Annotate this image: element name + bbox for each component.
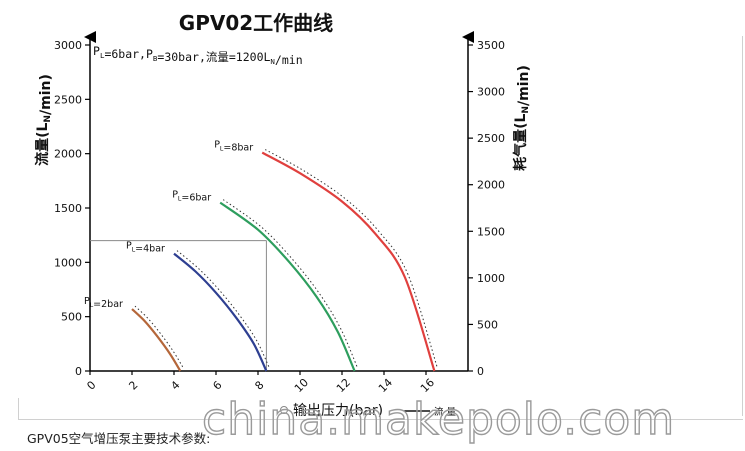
series-line <box>131 308 182 372</box>
x-tick-label: 16 <box>418 376 437 395</box>
y-tick-label-left: 1500 <box>54 202 82 215</box>
series-label: PL=6bar <box>172 190 211 204</box>
x-axis-label: 输出压力(bar) <box>293 403 383 419</box>
y-tick-label-right: 1000 <box>477 272 505 285</box>
x-tick-label: 12 <box>334 376 353 395</box>
y-tick-label-right: 1500 <box>477 225 505 238</box>
series-dotted-line <box>134 305 184 369</box>
y-axis-label-right: 耗气量(LN/min) <box>512 65 532 171</box>
series-line <box>173 252 268 372</box>
y-tick-label-right: 0 <box>477 365 484 378</box>
x-tick-label: 14 <box>376 376 395 395</box>
legend-solid-label: 流 量 <box>434 406 457 418</box>
y-tick-label-right: 2000 <box>477 179 505 192</box>
axes: 0 500 1000 1500 2000 2500 3000 0 500 1000 1500 2000… <box>54 31 505 395</box>
x-tick-label: 2 <box>126 378 140 392</box>
series-dotted-line <box>176 250 270 369</box>
y-tick-label-left: 1000 <box>54 256 82 269</box>
x-tick-label: 8 <box>252 378 266 392</box>
series-label: PL=2bar <box>84 296 123 310</box>
caption: GPV05空气增压泵主要技术参数: <box>27 431 211 446</box>
frame-bottom <box>18 419 743 420</box>
series-label: PL=4bar <box>126 241 165 255</box>
y-tick-label-left: 0 <box>75 365 82 378</box>
series-dotted-line <box>222 199 359 369</box>
series-group: PL=2bar PL=4bar PL=6bar PL=8bar <box>84 140 438 372</box>
y-tick-label-left: 2500 <box>54 93 82 106</box>
y-tick-label-right: 3000 <box>477 86 505 99</box>
x-tick-label: 10 <box>292 376 311 395</box>
frame-top-right <box>742 36 743 416</box>
y-tick-label-left: 500 <box>61 311 82 324</box>
y-tick-label-right: 2500 <box>477 132 505 145</box>
y-tick-label-left: 3000 <box>54 39 82 52</box>
x-tick-label: 0 <box>84 378 98 392</box>
y-axis-label-left: 流量(LN/min) <box>34 74 54 166</box>
series-dotted-line <box>264 149 438 369</box>
series-line <box>261 151 436 372</box>
y-tick-label-left: 2000 <box>54 148 82 161</box>
y-tick-label-right: 3500 <box>477 39 505 52</box>
annotation-text: PL=6bar,PB=30bar,流量=1200LN/min <box>93 44 303 67</box>
watermark: china.makepolo.com <box>201 393 676 445</box>
frame-left-bottom <box>18 398 19 420</box>
annotation-guides <box>90 240 267 371</box>
x-axis-title-group: 输出压力(bar) 流 量 <box>280 403 457 419</box>
chart-title: GPV02工作曲线 <box>179 11 333 35</box>
x-axis-marker-icon <box>280 406 288 414</box>
series-label: PL=8bar <box>214 140 253 154</box>
x-tick-label: 4 <box>168 378 182 392</box>
x-tick-label: 6 <box>210 378 224 392</box>
y-tick-label-right: 500 <box>477 318 498 331</box>
series-line <box>219 201 356 372</box>
